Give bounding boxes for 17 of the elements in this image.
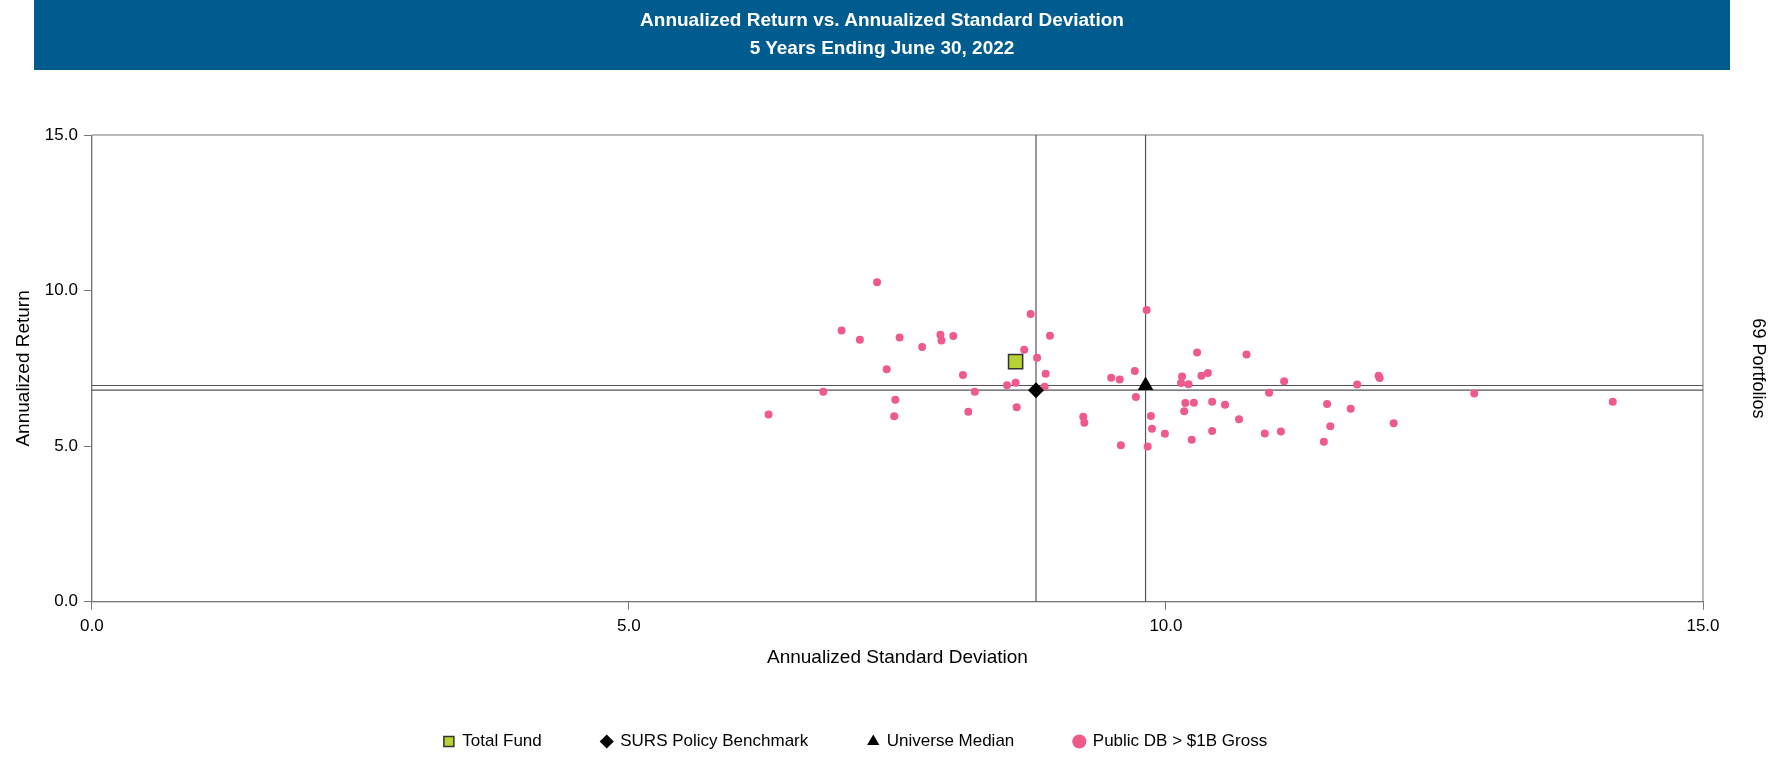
text: 69 Portfolios <box>1749 318 1770 419</box>
x-axis-title: Annualized Standard Deviation <box>766 645 1028 667</box>
legend-label: SURS Policy Benchmark <box>620 731 809 751</box>
x-tick-label: 15.0 <box>1686 615 1720 635</box>
x-tick-label: 5.0 <box>617 615 641 635</box>
y-tick-label: 5.0 <box>54 435 78 455</box>
y-tick-label: 15.0 <box>44 124 78 144</box>
x-tick-label: 0.0 <box>80 615 104 635</box>
y-tick-label: 10.0 <box>44 280 78 300</box>
x-tick-label: 10.0 <box>1149 615 1183 635</box>
y-axis-title: Annualized Return <box>11 290 33 447</box>
legend-label: Total Fund <box>462 731 542 751</box>
y-tick-label: 0.0 <box>54 591 78 611</box>
chart-title: Annualized Return vs. Annualized Standard Deviation <box>639 8 1125 32</box>
legend-label: Universe Median <box>886 731 1015 751</box>
chart-subtitle: 5 Years Ending June 30, 2022 <box>748 36 1016 60</box>
legend-label: Public DB > $1B Gross <box>1092 731 1268 751</box>
